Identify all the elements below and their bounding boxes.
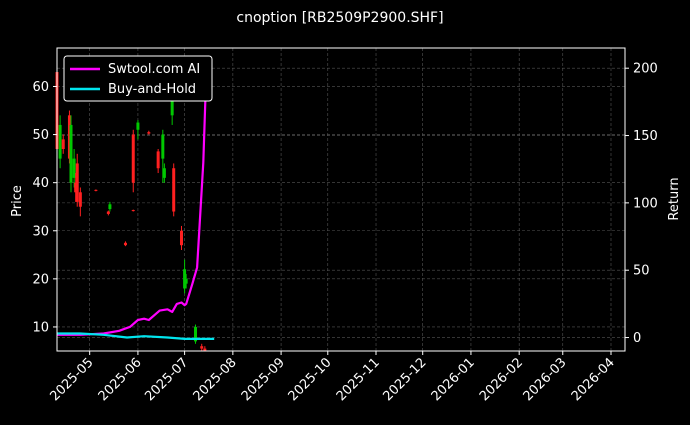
candlesticks xyxy=(55,67,207,351)
candle-13 xyxy=(131,129,135,193)
candle-body xyxy=(61,139,65,149)
candle-22 xyxy=(179,225,183,250)
candle-body xyxy=(170,96,174,116)
candle-14 xyxy=(131,209,135,212)
candle-16 xyxy=(147,130,151,135)
candle-body xyxy=(106,211,110,214)
candle-body xyxy=(69,124,73,183)
candle-body xyxy=(156,151,160,169)
candle-body xyxy=(67,115,71,159)
left-tick-label-1: 20 xyxy=(32,272,49,287)
candle-24 xyxy=(184,274,188,289)
candle-17 xyxy=(156,149,160,174)
candle-7 xyxy=(75,153,79,207)
right-tick-label-1: 50 xyxy=(633,264,650,279)
candle-body xyxy=(131,134,135,183)
candle-9 xyxy=(94,189,98,192)
return-lines xyxy=(57,68,215,340)
candle-3 xyxy=(67,110,71,164)
strategy-return-line xyxy=(57,68,208,336)
chart-title: cnoption [RB2509P2900.SHF] xyxy=(236,10,443,26)
candle-21 xyxy=(172,163,176,217)
benchmark-return-line xyxy=(57,332,215,340)
candle-18 xyxy=(161,129,165,183)
right-tick-label-2: 100 xyxy=(633,196,658,211)
candle-10 xyxy=(106,210,110,216)
candle-26 xyxy=(200,343,204,351)
candle-15 xyxy=(136,120,140,140)
legend-box xyxy=(63,55,213,102)
left-tick-label-0: 10 xyxy=(32,320,49,335)
candle-body xyxy=(74,182,78,193)
candle-4 xyxy=(69,115,73,193)
candle-body xyxy=(193,326,197,342)
right-tick-label-3: 150 xyxy=(633,129,658,144)
legend-label-strategy: Swtool.com AI xyxy=(108,62,200,77)
candle-body xyxy=(131,210,135,212)
candle-body xyxy=(200,346,204,349)
legend: Swtool.com AI Buy-and-Hold xyxy=(63,55,213,102)
candle-11 xyxy=(108,201,112,212)
left-tick-label-2: 30 xyxy=(32,224,49,239)
candle-12 xyxy=(123,241,127,247)
left-axis: 10 20 30 40 50 60 xyxy=(32,80,57,335)
candle-body xyxy=(179,230,183,246)
candle-6 xyxy=(74,173,78,202)
left-axis-label: Price xyxy=(10,185,25,217)
candle-body xyxy=(72,158,76,178)
candle-body xyxy=(75,163,79,202)
candle-body xyxy=(94,189,98,191)
candle-1 xyxy=(58,115,62,169)
candle-25 xyxy=(193,324,197,344)
candle-body xyxy=(162,168,166,178)
candle-2 xyxy=(61,134,65,154)
candle-body xyxy=(172,168,176,212)
candle-27 xyxy=(203,346,207,351)
candle-body xyxy=(123,242,127,246)
candle-5 xyxy=(72,149,76,188)
right-tick-label-4: 200 xyxy=(633,62,658,77)
candle-23 xyxy=(183,259,187,294)
candle-body xyxy=(147,132,151,134)
candle-body xyxy=(136,122,140,130)
left-tick-label-4: 50 xyxy=(32,128,49,143)
candle-body xyxy=(161,134,165,159)
candle-body xyxy=(184,278,188,284)
plot-frame xyxy=(56,47,626,352)
candle-body xyxy=(78,192,82,207)
right-axis-label: Return xyxy=(667,177,682,220)
right-tick-label-0: 0 xyxy=(633,331,641,346)
candle-8 xyxy=(78,187,82,217)
candle-body xyxy=(108,204,112,210)
candle-body xyxy=(203,348,207,351)
right-axis: 0 50 100 150 200 xyxy=(625,62,658,346)
legend-label-benchmark: Buy-and-Hold xyxy=(108,82,196,97)
candle-body xyxy=(183,269,187,289)
left-tick-label-3: 40 xyxy=(32,176,49,191)
left-tick-label-5: 60 xyxy=(32,80,49,95)
candle-body xyxy=(58,124,62,159)
candle-19 xyxy=(162,163,166,183)
